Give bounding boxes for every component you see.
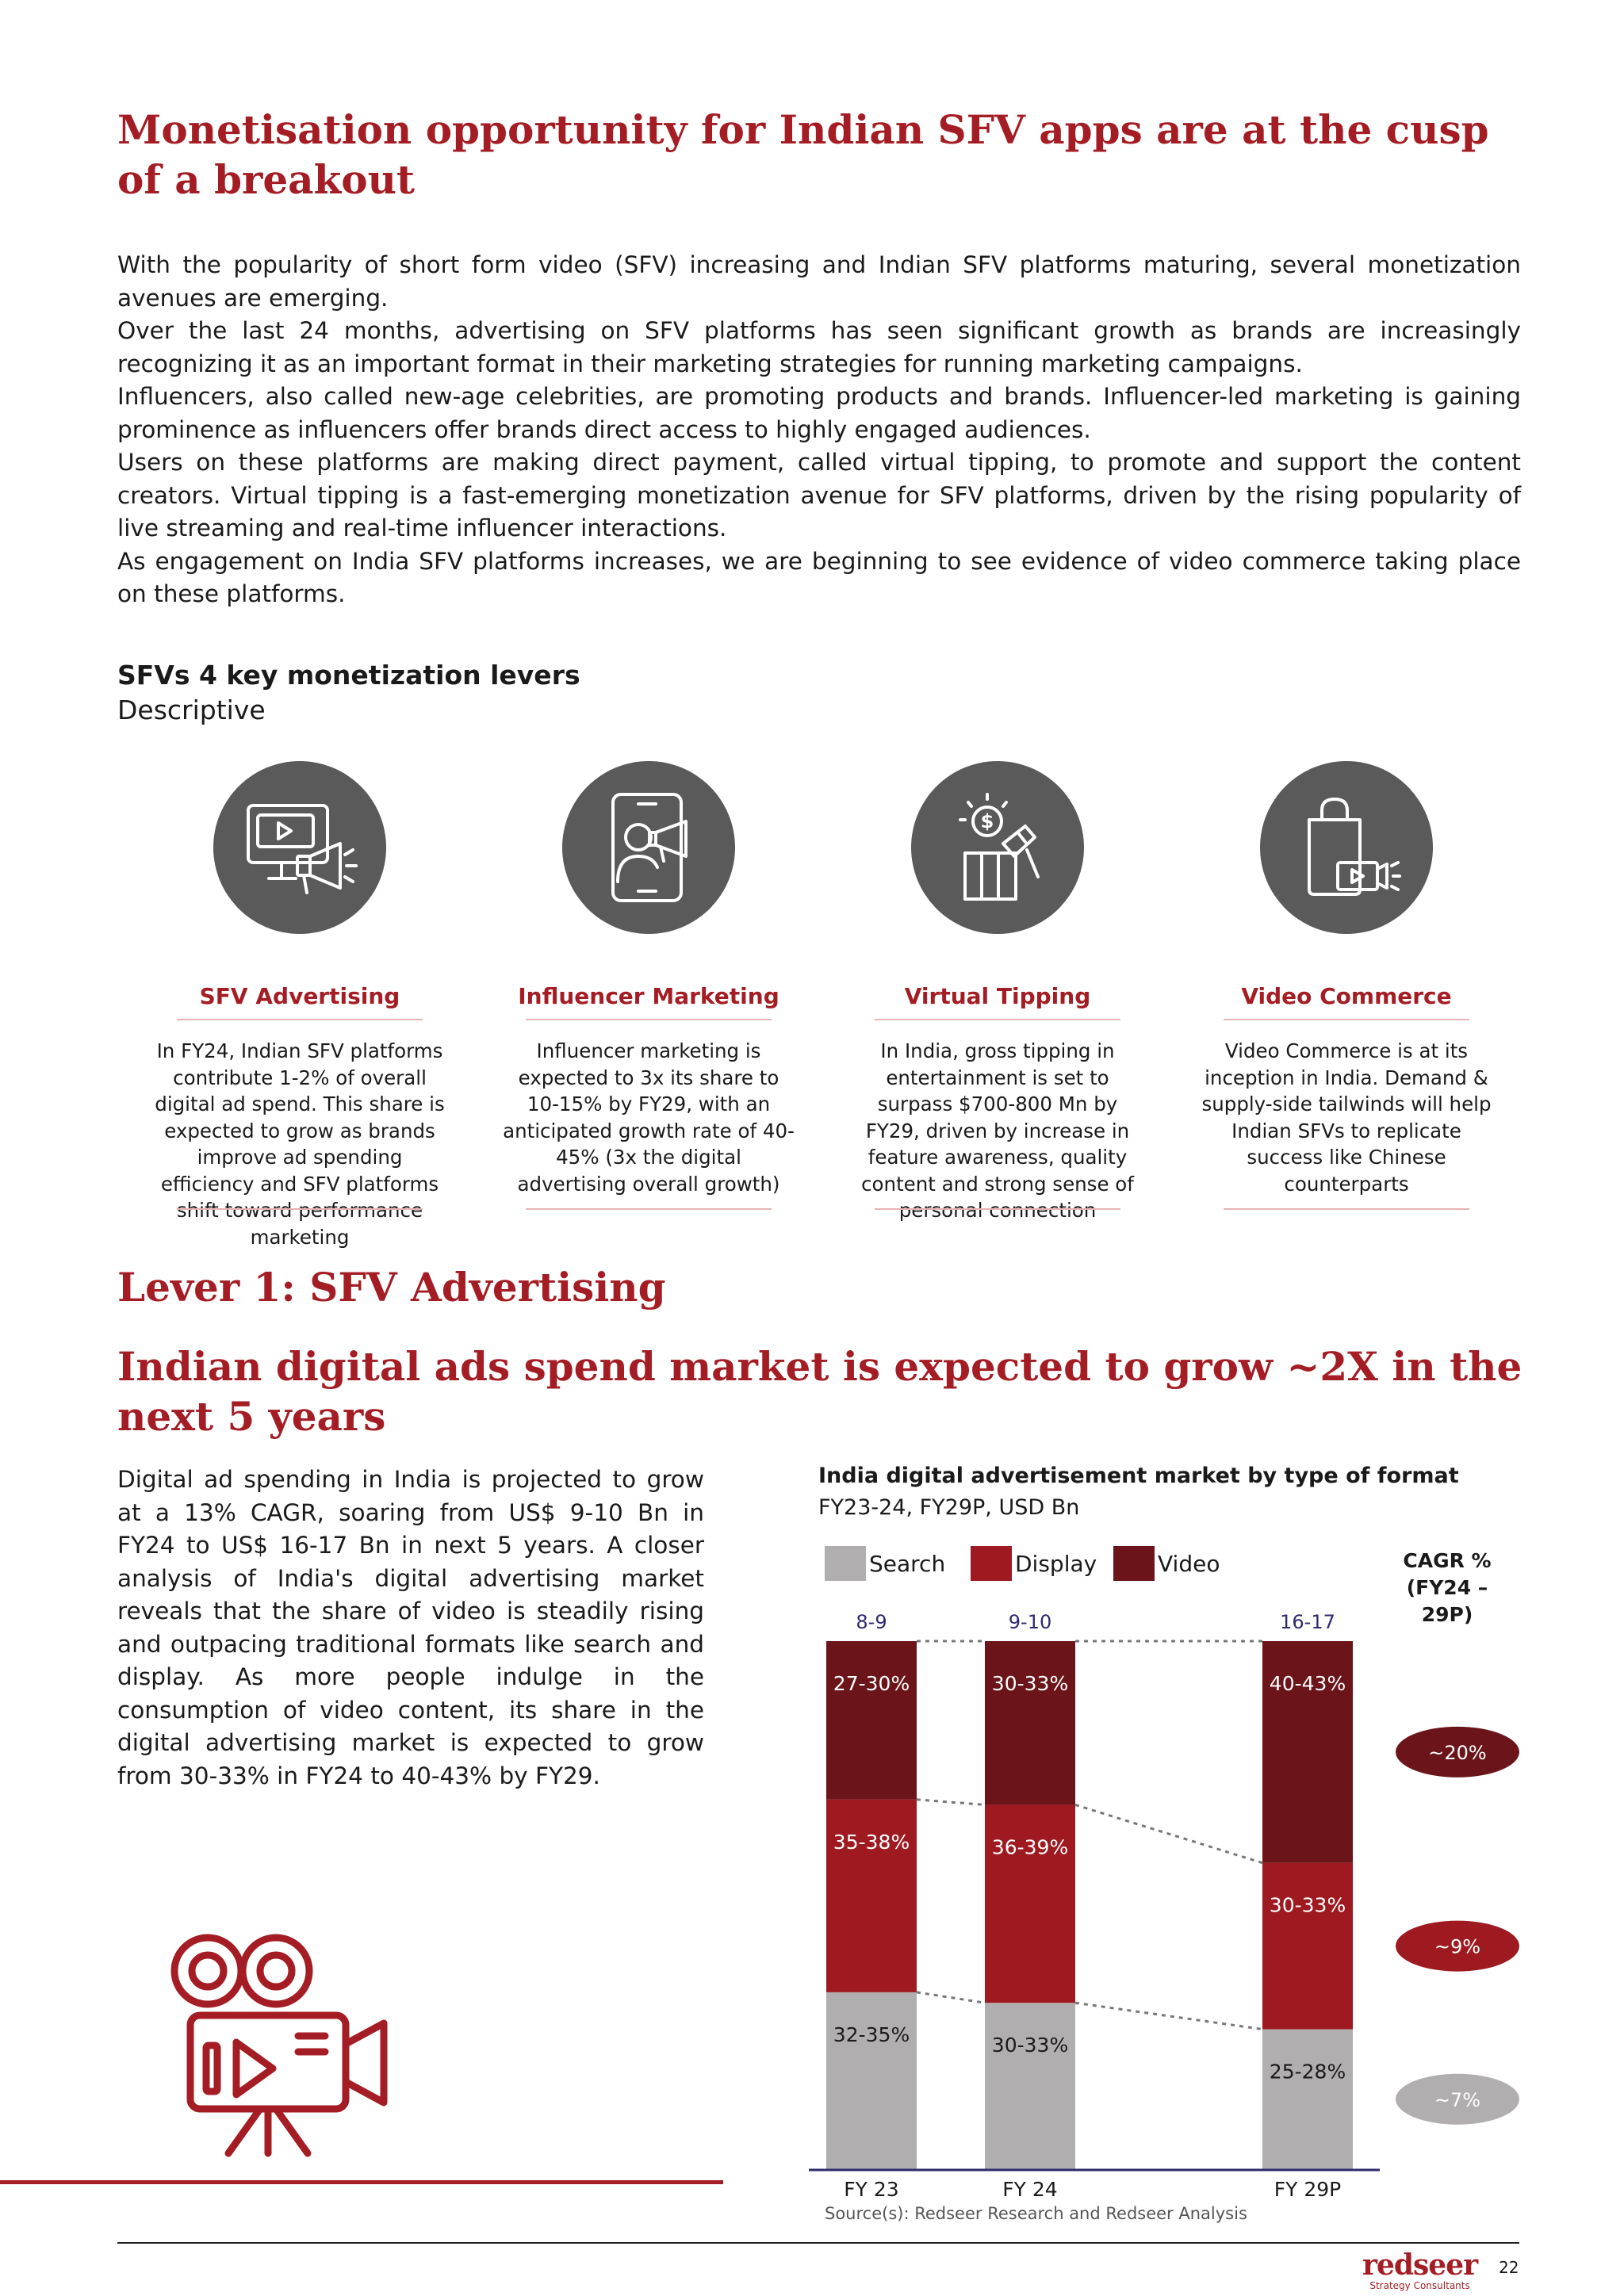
lever-icon-circle <box>1260 761 1433 934</box>
cagr-label: ~20% <box>1428 1742 1486 1764</box>
legend-swatch <box>971 1546 1012 1581</box>
lever-description: Video Commerce is at its inception in In… <box>1201 1039 1492 1196</box>
divider <box>526 1208 772 1210</box>
decorative-rule <box>0 2180 723 2184</box>
lever-name: Virtual Tipping <box>904 983 1091 1009</box>
lever-sfv-advertising: SFV Advertising In FY24, Indian SFV plat… <box>133 761 466 1250</box>
lever-description: In FY24, Indian SFV platforms contribute… <box>155 1039 445 1249</box>
lever-name: SFV Advertising <box>199 983 400 1009</box>
connector-line <box>1074 1804 1263 1865</box>
x-tick-label: FY 23 <box>844 2178 898 2201</box>
intro-paragraph: Influencers, also called new-age celebri… <box>117 383 1521 443</box>
legend-label: Display <box>1015 1550 1097 1577</box>
shopping-bag-video-icon <box>1308 798 1401 896</box>
data-label: 27-30% <box>833 1672 910 1695</box>
legend-item-search: Search <box>825 1546 945 1581</box>
legend-label: Search <box>869 1550 946 1577</box>
lever-influencer-marketing: Influencer Marketing Influencer marketin… <box>482 761 815 1210</box>
connector-line <box>1074 2001 1263 2030</box>
lever-icon-circle <box>213 761 386 934</box>
levers-subheading: Descriptive <box>117 695 266 725</box>
video-advertising-icon <box>247 804 358 894</box>
divider <box>875 1208 1120 1210</box>
page-number: 22 <box>1499 2258 1519 2277</box>
footer-divider <box>117 2242 1519 2244</box>
data-label: 35-38% <box>833 1831 910 1854</box>
data-label: 36-39% <box>992 1835 1068 1858</box>
brand-logo: redseer Strategy Consultants <box>1362 2248 1478 2291</box>
legend-swatch <box>1113 1546 1155 1581</box>
divider <box>526 1019 772 1020</box>
lever-virtual-tipping: $ Virtual Tipping In India, gross tippin… <box>831 761 1164 1224</box>
bar-search <box>826 1992 917 2169</box>
total-label: 8-9 <box>856 1611 887 1633</box>
divider <box>177 1019 423 1020</box>
x-tick-label: FY 24 <box>1002 2178 1057 2201</box>
data-label: 40-43% <box>1270 1672 1346 1695</box>
brand-name: redseer <box>1362 2248 1478 2282</box>
bar-search <box>1262 2029 1353 2169</box>
bar-display <box>826 1799 917 1992</box>
gift-dollar-icon: $ <box>959 793 1040 901</box>
total-label: 9-10 <box>1009 1611 1051 1633</box>
stacked-bar-chart: 32-35% 35-38% 27-30% 8-9 FY 23 30-33% 36-39% 30… <box>809 1611 1519 2201</box>
bar-video <box>826 1641 917 1800</box>
lever-icon-circle <box>562 761 735 934</box>
bar-video <box>985 1641 1075 1805</box>
x-tick-label: FY 29P <box>1274 2178 1342 2201</box>
bar-display <box>985 1804 1075 2003</box>
influencer-phone-megaphone-icon <box>611 793 688 902</box>
intro-paragraph: As engagement on India SFV platforms inc… <box>117 547 1521 608</box>
data-label: 25-28% <box>1270 2061 1346 2084</box>
legend-label: Video <box>1158 1550 1220 1577</box>
legend-item-video: Video <box>1113 1546 1220 1581</box>
lever-description: Influencer marketing is expected to 3x i… <box>503 1039 795 1196</box>
lever-icon-circle: $ <box>911 761 1084 934</box>
legend-swatch <box>825 1546 866 1581</box>
lever-video-commerce: Video Commerce Video Commerce is at its … <box>1180 761 1513 1210</box>
bar-display <box>1262 1862 1353 2030</box>
data-label: 30-33% <box>992 2034 1068 2057</box>
cagr-pill <box>1396 2073 1519 2125</box>
page-title: Monetisation opportunity for Indian SFV … <box>117 106 1489 203</box>
intro-paragraph: Users on these platforms are making dire… <box>117 449 1521 541</box>
lever1-title: Lever 1: SFV Advertising <box>117 1264 666 1311</box>
divider <box>1224 1019 1469 1020</box>
intro-paragraph: Over the last 24 months, advertising on … <box>117 317 1521 377</box>
connector-line <box>916 1991 986 2004</box>
cagr-pill <box>1396 1726 1519 1777</box>
section-body: Digital ad spending in India is projecte… <box>117 1466 704 1789</box>
chart-title: India digital advertisement market by ty… <box>818 1464 1459 1488</box>
connector-line <box>916 1798 986 1806</box>
cagr-header-text: CAGR % (FY24 – 29P) <box>1403 1549 1492 1626</box>
film-camera-icon <box>170 1934 388 2157</box>
intro-text: With the popularity of short form video … <box>117 249 1521 611</box>
divider <box>875 1019 1120 1020</box>
data-label: 30-33% <box>992 1672 1068 1695</box>
source-note: Source(s): Redseer Research and Redseer … <box>825 2204 1247 2223</box>
divider <box>1224 1208 1469 1210</box>
svg-text:$: $ <box>981 810 994 832</box>
bar-video <box>1262 1641 1353 1863</box>
total-label: 16-17 <box>1280 1611 1335 1633</box>
section-title: Indian digital ads spend market is expec… <box>117 1343 1522 1440</box>
cagr-label: ~7% <box>1434 2089 1480 2111</box>
cagr-pill <box>1396 1920 1519 1972</box>
cagr-label: ~9% <box>1434 1936 1480 1958</box>
brand-tagline: Strategy Consultants <box>1369 2280 1470 2291</box>
lever-name: Influencer Marketing <box>518 983 779 1009</box>
intro-paragraph: With the popularity of short form video … <box>117 251 1521 312</box>
chart-subtitle: FY23-24, FY29P, USD Bn <box>818 1495 1080 1520</box>
legend-item-display: Display <box>971 1546 1097 1581</box>
lever-description: In India, gross tipping in entertainment… <box>861 1039 1134 1222</box>
levers-heading: SFVs 4 key monetization levers <box>117 660 580 691</box>
data-label: 30-33% <box>1270 1894 1346 1917</box>
data-label: 32-35% <box>833 2023 910 2046</box>
cagr-header: CAGR % (FY24 – 29P) <box>1380 1548 1515 1628</box>
bar-search <box>985 2003 1075 2169</box>
lever-name: Video Commerce <box>1241 983 1452 1009</box>
divider <box>177 1208 423 1210</box>
